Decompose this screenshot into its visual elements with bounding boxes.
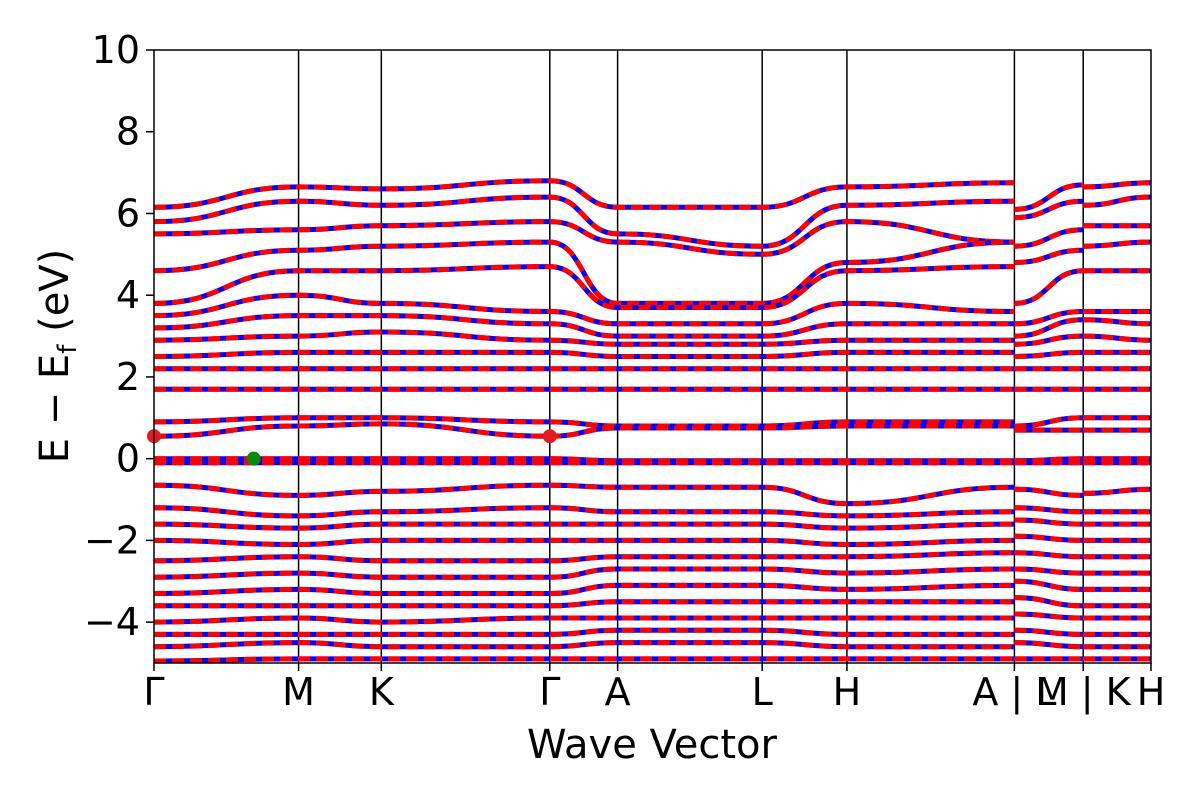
x-tick-label: H [833,670,862,714]
band-spin-down [153,482,1015,507]
band-spin-down [1014,517,1084,527]
y-tick-label: 6 [116,191,140,235]
x-tick-label: K [369,670,395,714]
band-spin-down [1014,627,1084,637]
band-spin-down [1014,349,1084,359]
band-spin-down [153,313,1015,339]
y-axis: −4 −2 0 2 4 6 8 10 [84,28,154,644]
band-spin-down [153,421,1015,439]
band-spin-down [153,415,1015,429]
band-spin-down [153,550,1015,564]
band-spin-down [1014,550,1084,560]
band-spin-down [1083,486,1152,496]
x-tick-label: M [282,670,315,714]
band-spin-down [1014,268,1084,306]
band-spin-down [153,178,1015,210]
band-spin-down [1014,640,1084,650]
y-tick-label: 8 [116,110,140,154]
band-spin-down [153,566,1015,580]
band-spin-down [153,264,1015,311]
band-spin-down [153,329,1015,347]
band-spin-down [1083,333,1152,343]
band-spin-down [1014,611,1084,621]
band-spin-down [1014,198,1084,221]
band-spin-down [1014,486,1084,498]
band-spin-down [153,239,1015,306]
vbm-marker [246,451,261,466]
cbm-marker [542,429,557,444]
x-tick-label: H [1137,670,1166,714]
x-tick-label: A | L [972,670,1056,715]
band-spin-down [153,505,1015,519]
x-tick-label: Γ [143,670,164,714]
y-axis-title: E − Ef (eV) [32,249,83,464]
x-tick-label: L [752,670,773,714]
bands [153,178,1152,664]
y-tick-label: −4 [84,600,140,644]
band-spin-down [1014,227,1084,249]
band-spin-down [1014,415,1084,429]
band-spin-down [153,582,1015,597]
band-spin-down [154,627,1015,637]
plot-frame [153,49,1152,664]
band-spin-down [153,219,1015,257]
x-tick-label: Γ [539,670,560,714]
band-spin-down [1014,533,1084,543]
band-spin-down [154,599,1015,609]
y-axis-title-unit: (eV) [32,249,78,345]
band-spin-down [1083,317,1152,327]
band-spin-down [153,521,1015,531]
y-tick-label: 10 [92,28,140,72]
band-spin-down [153,537,1015,548]
y-tick-label: 2 [116,355,140,399]
band-spin-down [1014,566,1084,576]
band-spin-down [1014,317,1084,339]
y-tick-label: 0 [116,437,140,481]
y-axis-title-main: E − E [32,354,78,464]
y-tick-label: −2 [84,518,140,562]
band-spin-down [1014,182,1084,212]
band-spin-down [153,349,1015,360]
band-spin-down [1083,180,1152,190]
band-spin-down [153,656,1015,664]
band-spin-down [1014,578,1084,592]
x-tick-label: M | K [1036,670,1132,715]
band-spin-down [1014,309,1084,327]
band-spin-down [1014,505,1084,515]
band-spin-down [1083,194,1152,208]
band-spin-down [153,640,1015,650]
x-tick-label: A [605,670,631,714]
y-tick-label: 4 [116,273,140,317]
band-spin-down [153,615,1015,625]
band-spin-down [153,292,1015,327]
band-spin-down [1014,247,1084,265]
band-spin-down [153,194,1015,249]
x-axis-title: Wave Vector [527,722,778,768]
band-spin-down [1083,239,1152,249]
y-axis-title-sub: f [53,344,83,354]
band-spin-down [1014,333,1084,347]
band-spin-down [1014,595,1084,609]
